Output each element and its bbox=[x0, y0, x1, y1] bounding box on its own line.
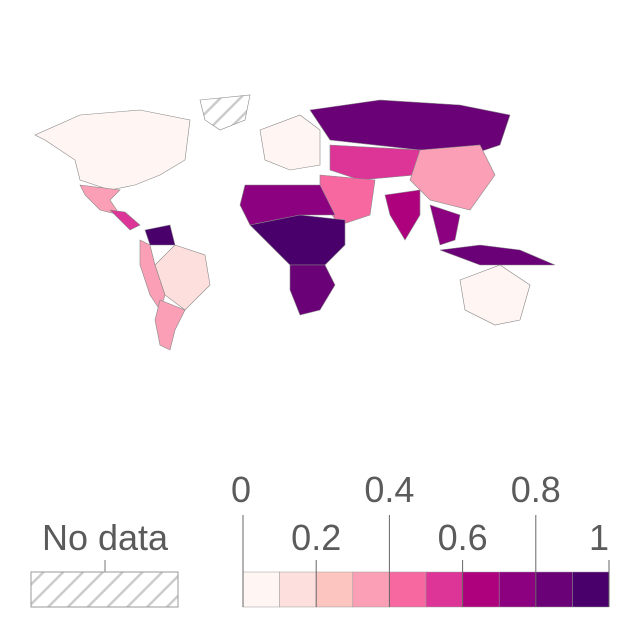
region bbox=[109, 209, 141, 231]
legend-bin bbox=[498, 571, 537, 608]
region bbox=[249, 214, 346, 266]
legend-tick-label: 0.8 bbox=[511, 469, 561, 510]
region bbox=[144, 224, 176, 246]
legend-bin bbox=[279, 571, 317, 608]
legend-bin bbox=[315, 571, 354, 608]
legend-tick-label: 1 bbox=[589, 517, 609, 558]
legend-bin bbox=[242, 571, 280, 608]
region bbox=[199, 94, 251, 131]
region bbox=[154, 299, 186, 351]
world-map bbox=[34, 94, 556, 351]
region bbox=[459, 264, 531, 326]
legend-bin bbox=[462, 571, 500, 608]
region bbox=[439, 244, 556, 266]
region bbox=[34, 109, 191, 191]
legend-tick-label: 0.2 bbox=[291, 517, 341, 558]
legend-tick-label: 0.6 bbox=[438, 517, 488, 558]
region bbox=[409, 144, 496, 211]
legend-tick-label: 0.4 bbox=[364, 469, 414, 510]
legend-bin bbox=[389, 571, 427, 608]
region bbox=[309, 99, 511, 156]
region bbox=[289, 264, 336, 316]
legend-bin bbox=[425, 571, 463, 608]
region bbox=[319, 174, 376, 226]
no-data-swatch bbox=[30, 571, 179, 608]
region bbox=[429, 204, 461, 246]
legend-bin bbox=[572, 571, 610, 608]
legend-bin bbox=[352, 571, 390, 608]
region bbox=[329, 144, 421, 181]
region bbox=[259, 114, 321, 171]
legend-bin bbox=[535, 571, 573, 608]
legend: No data 0 0.2 0.4 0.6 0.8 1 bbox=[30, 469, 610, 608]
legend-tick-label: 0 bbox=[231, 469, 251, 510]
no-data-label: No data bbox=[42, 517, 169, 558]
region bbox=[384, 189, 421, 241]
